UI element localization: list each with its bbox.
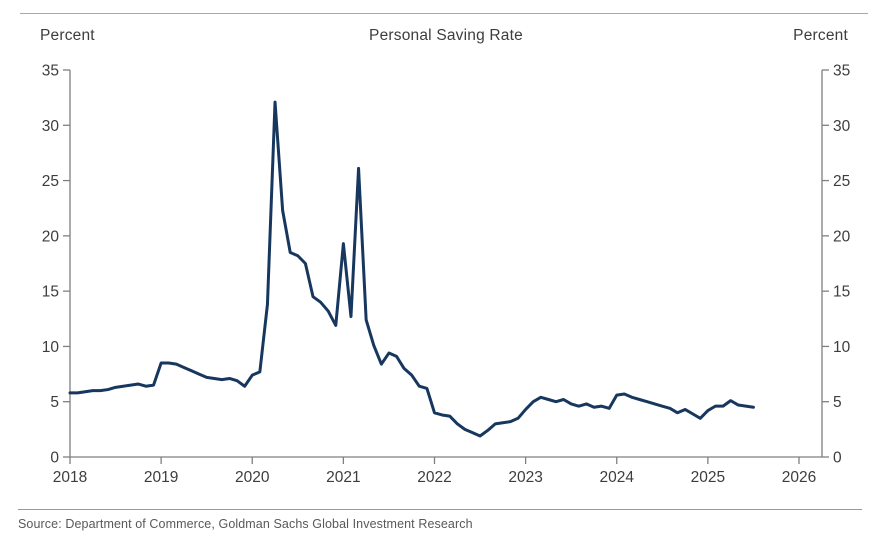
y-axis-tick-label-left: 35: [42, 63, 59, 80]
x-axis-tick-label: 2018: [53, 469, 87, 486]
x-axis-tick-label: 2023: [508, 469, 542, 486]
x-axis-tick-label: 2025: [691, 469, 725, 486]
y-axis-tick-label-right: 25: [833, 173, 850, 190]
right-axis-unit-label: Percent: [793, 27, 848, 44]
x-axis-tick-label: 2021: [326, 469, 360, 486]
y-axis-tick-label-right: 10: [833, 339, 851, 356]
x-axis-tick-label: 2019: [144, 469, 178, 486]
chart-title: Personal Saving Rate: [369, 27, 523, 44]
y-axis-tick-label-left: 25: [42, 173, 59, 190]
x-axis-tick-label: 2026: [782, 469, 816, 486]
y-axis-tick-label-right: 20: [833, 228, 851, 245]
x-axis-tick-label: 2022: [417, 469, 451, 486]
top-divider: [20, 13, 868, 14]
y-axis-tick-label-left: 15: [42, 284, 59, 301]
x-axis-tick-label: 2020: [235, 469, 270, 486]
y-axis-tick-label-left: 0: [50, 450, 59, 467]
y-axis-tick-label-left: 20: [42, 228, 60, 245]
footer-divider: [18, 509, 862, 510]
y-axis-tick-label-right: 0: [833, 450, 842, 467]
y-axis-tick-label-left: 5: [50, 394, 59, 411]
y-axis-tick-label-left: 30: [42, 118, 60, 135]
source-attribution: Source: Department of Commerce, Goldman …: [18, 517, 473, 531]
y-axis-tick-label-left: 10: [42, 339, 60, 356]
x-axis-tick-label: 2024: [600, 469, 635, 486]
y-axis-tick-label-right: 35: [833, 63, 850, 80]
saving-rate-series-line: [68, 100, 755, 438]
series-layer: [68, 100, 755, 438]
left-axis-unit-label: Percent: [40, 27, 95, 44]
y-axis-tick-label-right: 30: [833, 118, 851, 135]
y-axis-tick-label-right: 15: [833, 284, 850, 301]
y-axis-tick-label-right: 5: [833, 394, 842, 411]
